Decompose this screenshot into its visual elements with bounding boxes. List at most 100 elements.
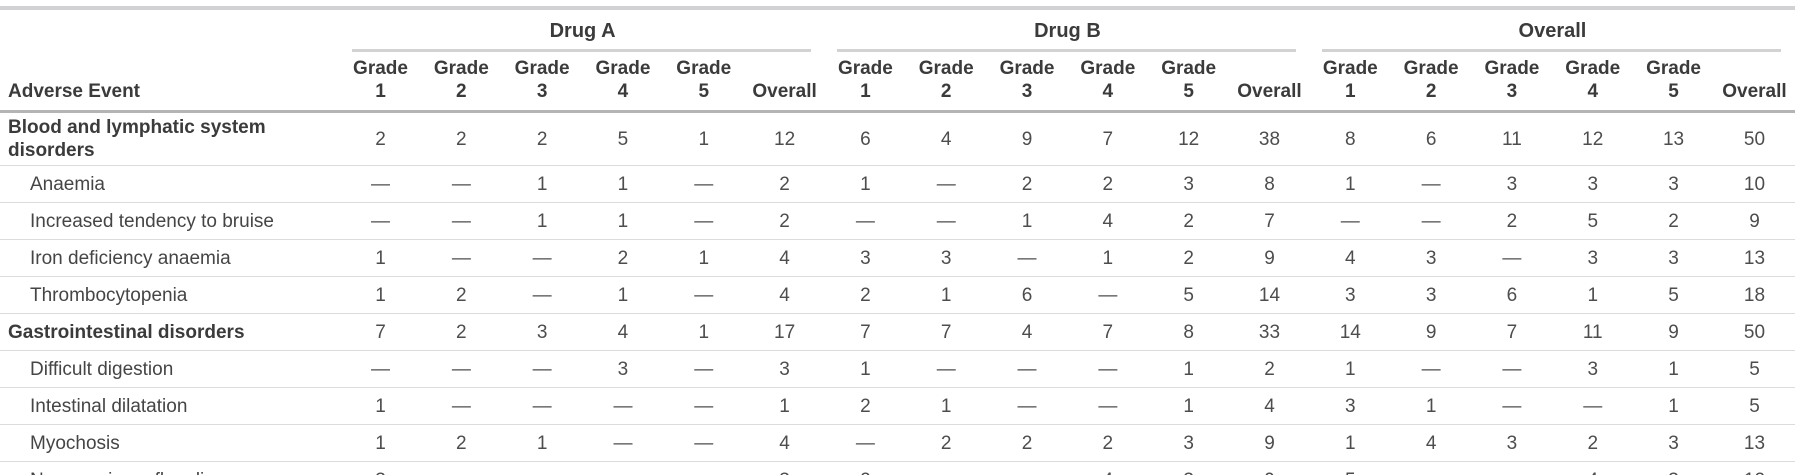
column-header-line2: 2 xyxy=(940,81,952,103)
column-header-drug-a-grade-1: Grade 1 xyxy=(340,52,421,112)
data-cell: — xyxy=(1017,358,1037,380)
column-header-line2: 1 xyxy=(1345,81,1356,103)
data-cell: 2 xyxy=(1587,432,1599,454)
data-cell: 18 xyxy=(1743,284,1766,306)
data-cell: 3 xyxy=(1506,173,1518,195)
data-cell: 3 xyxy=(779,358,790,380)
data-cell: — xyxy=(855,432,875,454)
data-cell: 8 xyxy=(1345,128,1356,150)
data-cell: 4 xyxy=(1021,321,1033,343)
data-cell: — xyxy=(451,358,471,380)
row-label: Difficult digestion xyxy=(30,358,174,380)
data-cell: 2 xyxy=(456,128,467,150)
data-cell: 13 xyxy=(1743,432,1766,454)
data-cell: 7 xyxy=(940,321,952,343)
data-cell: 5 xyxy=(617,128,629,150)
data-cell: 1 xyxy=(536,173,548,195)
column-header-drug-a-grade-2: Grade 2 xyxy=(421,52,502,112)
column-header-line1: Grade xyxy=(837,57,893,79)
row-label: Non-erosive reflux disease xyxy=(0,462,340,475)
data-cell: — xyxy=(1017,247,1037,269)
column-header-overall-grade-4: Grade 4 xyxy=(1552,52,1633,112)
column-header-line1: Grade xyxy=(1565,57,1621,79)
data-cell: 9 xyxy=(1425,321,1437,343)
data-cell: — xyxy=(1098,358,1118,380)
data-cell: 1 xyxy=(1183,358,1194,380)
data-cell: 6 xyxy=(1021,284,1033,306)
data-cell: 5 xyxy=(1587,210,1599,232)
data-cell: 2 xyxy=(617,247,629,269)
data-cell: — xyxy=(371,210,391,232)
column-header-line2: 3 xyxy=(536,81,548,103)
data-cell: 2 xyxy=(536,128,548,150)
data-cell: — xyxy=(906,462,987,475)
data-cell: 2 xyxy=(1102,432,1114,454)
data-cell: 3 xyxy=(1345,395,1356,417)
category-row-label: Gastrointestinal disorders xyxy=(8,321,245,343)
data-cell: 1 xyxy=(779,395,790,417)
data-cell: 1 xyxy=(375,284,386,306)
row-label: Thrombocytopenia xyxy=(30,284,188,306)
data-cell: 6 xyxy=(1425,128,1437,150)
data-cell: 2 xyxy=(1183,210,1194,232)
data-cell: 1 xyxy=(1425,395,1437,417)
data-cell: 4 xyxy=(1102,210,1114,232)
data-cell: 17 xyxy=(774,321,796,343)
data-cell: 1 xyxy=(375,432,386,454)
column-header-line2: 5 xyxy=(698,81,710,103)
table-row: Intestinal dilatation 1 — — — — 1 2 1 — — 1 4 3 1 — — 1 5 xyxy=(0,388,1795,425)
column-header-line1: Grade xyxy=(433,57,489,79)
data-cell: 1 xyxy=(536,210,548,232)
column-header-drug-b-grade-5: Grade 5 xyxy=(1148,52,1229,112)
data-cell: — xyxy=(502,462,583,475)
data-cell: 2 xyxy=(375,128,386,150)
column-header-line1: Grade xyxy=(353,57,408,79)
column-header-drug-b-grade-1: Grade 1 xyxy=(825,52,906,112)
data-cell: 5 xyxy=(1749,395,1760,417)
data-cell: 3 xyxy=(1345,284,1356,306)
data-cell: 3 xyxy=(860,247,871,269)
column-header-line2: 4 xyxy=(1587,81,1599,103)
data-cell: — xyxy=(855,210,875,232)
column-header-drug-a-grade-4: Grade 4 xyxy=(583,52,664,112)
data-cell: 1 xyxy=(617,284,629,306)
table-row: Gastrointestinal disorders 7 2 3 4 1 17 7 7 4 7 8 33… xyxy=(0,314,1795,351)
data-cell: 6 xyxy=(1506,284,1518,306)
data-cell: 3 xyxy=(1425,284,1437,306)
data-cell: 1 xyxy=(617,210,629,232)
data-cell: — xyxy=(1391,462,1472,475)
column-header-overall-grade-2: Grade 2 xyxy=(1391,52,1472,112)
group-header-drug-b: Drug B xyxy=(825,8,1310,52)
data-cell: 5 xyxy=(1668,284,1679,306)
data-cell: 4 xyxy=(779,284,790,306)
corner-cell xyxy=(0,8,340,52)
column-header-drug-a-overall: Overall xyxy=(752,81,817,103)
data-cell: 3 xyxy=(1148,462,1229,475)
data-cell: 12 xyxy=(1178,128,1200,150)
column-header-line2: 3 xyxy=(1506,81,1518,103)
data-cell: 1 xyxy=(1668,358,1679,380)
table-row: Thrombocytopenia 1 2 — 1 — 4 2 1 6 — 5 14 3 3 6 1 5 18 xyxy=(0,277,1795,314)
data-cell: 1 xyxy=(1021,210,1033,232)
column-header-line1: Grade xyxy=(918,57,974,79)
data-cell: 4 xyxy=(779,432,790,454)
data-cell: 1 xyxy=(536,432,548,454)
data-cell: 2 xyxy=(1021,432,1033,454)
data-cell: — xyxy=(532,358,552,380)
data-cell: — xyxy=(1502,247,1522,269)
data-cell: 3 xyxy=(1183,173,1194,195)
column-header-line1: Grade xyxy=(999,57,1055,79)
data-cell: 3 xyxy=(1633,462,1714,475)
data-cell: 4 xyxy=(1345,247,1356,269)
data-cell: — xyxy=(1502,395,1522,417)
data-cell: 11 xyxy=(1502,128,1522,150)
column-header-drug-a-grade-5: Grade 5 xyxy=(663,52,744,112)
data-cell: — xyxy=(451,210,471,232)
data-cell: 2 xyxy=(1506,210,1518,232)
column-header-row: Adverse Event Grade 1 Grade 2 Grade 3 Grade 4 Gra… xyxy=(0,52,1795,112)
data-cell: 2 xyxy=(1183,247,1194,269)
data-cell: 3 xyxy=(1668,247,1679,269)
row-label: Increased tendency to bruise xyxy=(30,210,274,232)
data-cell: 2 xyxy=(779,173,790,195)
data-cell: — xyxy=(1098,284,1118,306)
